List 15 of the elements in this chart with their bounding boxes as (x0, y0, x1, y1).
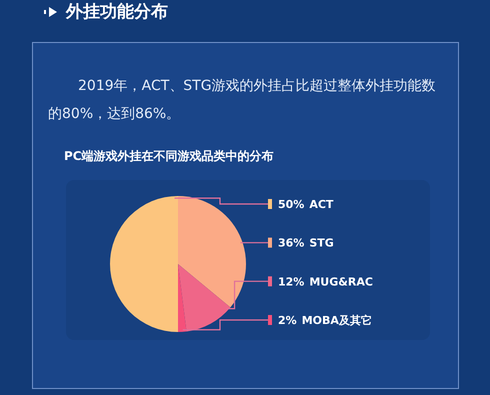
pie-slice (110, 196, 178, 332)
slice-label: MOBA及其它 (302, 314, 372, 327)
pie-slice (178, 264, 230, 332)
chart-title: 外挂功能分布 (66, 1, 168, 23)
data-label: 2% (278, 314, 297, 327)
slice-label: MUG&RAC (309, 275, 373, 288)
slice-label: ACT (309, 198, 334, 211)
data-label: 36% (278, 236, 304, 250)
text: 2019年，ACT、STG游戏的外挂占比超过整体外挂功能数的80%，达到86%。 (48, 77, 437, 124)
pie-slice (178, 264, 187, 332)
data-label: 12% (278, 275, 304, 288)
data-label: 50% (278, 198, 304, 211)
slice-label: STG (309, 236, 334, 250)
pie-slice (178, 196, 246, 308)
chart-subtitle: PC端游戏外挂在不同游戏品类中的分布 (64, 148, 274, 165)
